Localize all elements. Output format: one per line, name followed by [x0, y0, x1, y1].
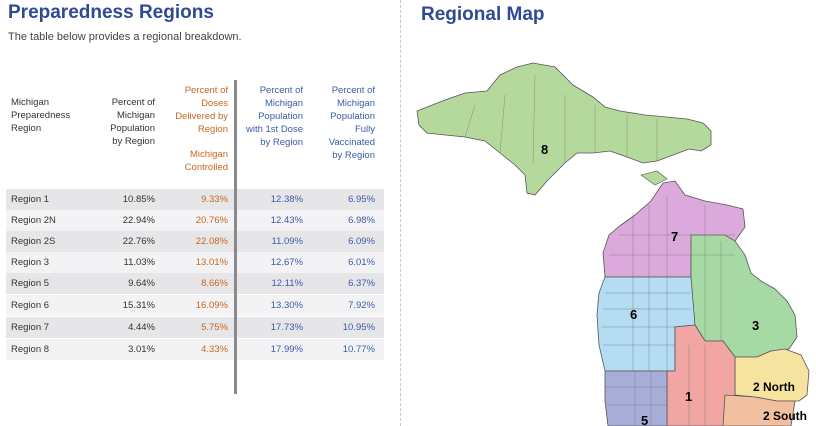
region-8-label: 8 [541, 142, 548, 157]
cell-fully-vaccinated: 10.77% [342, 344, 375, 355]
cell-pct-doses: 8.66% [201, 278, 228, 289]
region-7-label: 7 [671, 229, 678, 244]
header-fully-vaccinated: Percent of Michigan Population Fully Vac… [328, 85, 375, 161]
header-region: Michigan Preparedness Region [11, 97, 71, 134]
table-row: Region 5 9.64% 8.66% 12.11% 6.37% [6, 273, 384, 294]
island-shape [640, 170, 668, 186]
region-6-label: 6 [630, 307, 637, 322]
region-5-shape [604, 370, 668, 426]
cell-fully-vaccinated: 6.37% [348, 278, 375, 289]
region-1-label: 1 [685, 389, 692, 404]
region-2s-shape [722, 394, 796, 426]
cell-region: Region 7 [11, 322, 50, 333]
cell-pct-doses: 9.33% [201, 194, 228, 205]
region-8-shape [416, 62, 712, 196]
cell-first-dose: 12.11% [271, 278, 303, 289]
page-subtitle: The table below provides a regional brea… [8, 31, 242, 43]
region-1-shape [666, 324, 736, 426]
header-pct-doses: Percent of Doses Delivered by Region Mic… [175, 85, 228, 173]
cell-pct-doses: 4.33% [201, 344, 228, 355]
cell-pct-doses: 20.76% [195, 215, 228, 226]
map-title: Regional Map [421, 4, 545, 25]
cell-fully-vaccinated: 10.95% [342, 322, 375, 333]
cell-fully-vaccinated: 6.09% [348, 236, 375, 247]
cell-first-dose: 11.09% [271, 236, 303, 247]
region-5-label: 5 [641, 413, 648, 426]
cell-region: Region 2N [11, 215, 56, 226]
cell-first-dose: 12.43% [270, 215, 303, 226]
table-row: Region 8 3.01% 4.33% 17.99% 10.77% [6, 339, 384, 360]
cell-fully-vaccinated: 6.01% [348, 257, 375, 268]
cell-region: Region 5 [11, 278, 50, 289]
cell-region: Region 6 [11, 300, 50, 311]
table-row: Region 3 11.03% 13.01% 12.67% 6.01% [6, 252, 384, 273]
page-title: Preparedness Regions [8, 2, 214, 23]
cell-region: Region 1 [11, 194, 50, 205]
region-2n-label: 2 North [753, 380, 795, 394]
cell-first-dose: 17.99% [270, 344, 303, 355]
cell-pct-population: 4.44% [128, 322, 155, 333]
cell-region: Region 8 [11, 344, 50, 355]
cell-pct-population: 11.03% [123, 257, 155, 268]
region-2s-label: 2 South [763, 409, 807, 423]
cell-pct-doses: 22.08% [195, 236, 228, 247]
cell-pct-population: 22.94% [122, 215, 155, 226]
table-row: Region 6 15.31% 16.09% 13.30% 7.92% [6, 295, 384, 316]
cell-region: Region 3 [11, 257, 50, 268]
cell-pct-doses: 16.09% [195, 300, 228, 311]
header-pct-population: Percent of Michigan Population by Region [110, 97, 155, 147]
cell-pct-doses: 5.75% [201, 322, 228, 333]
cell-pct-population: 22.76% [122, 236, 155, 247]
cell-fully-vaccinated: 7.92% [348, 300, 375, 311]
cell-pct-doses: 13.01% [195, 257, 228, 268]
header-first-dose: Percent of Michigan Population with 1st … [245, 85, 303, 148]
cell-first-dose: 12.38% [270, 194, 303, 205]
cell-pct-population: 15.31% [122, 300, 155, 311]
cell-region: Region 2S [11, 236, 56, 247]
table-row: Region 2S 22.76% 22.08% 11.09% 6.09% [6, 231, 384, 252]
cell-fully-vaccinated: 6.95% [348, 194, 375, 205]
cell-pct-population: 9.64% [128, 278, 155, 289]
cell-first-dose: 17.73% [270, 322, 303, 333]
table-row: Region 2N 22.94% 20.76% 12.43% 6.98% [6, 210, 384, 231]
michigan-regional-map: 8 7 6 3 1 5 2 North 2 South [416, 62, 810, 426]
cell-fully-vaccinated: 6.98% [348, 215, 375, 226]
table-row: Region 1 10.85% 9.33% 12.38% 6.95% [6, 189, 384, 210]
cell-pct-population: 10.85% [122, 194, 155, 205]
cell-first-dose: 13.30% [270, 300, 303, 311]
table-row: Region 7 4.44% 5.75% 17.73% 10.95% [6, 317, 384, 338]
section-divider [400, 0, 401, 426]
region-3-label: 3 [752, 318, 759, 333]
county-lines [464, 74, 735, 426]
cell-first-dose: 12.67% [270, 257, 303, 268]
column-separator [234, 80, 237, 394]
cell-pct-population: 3.01% [128, 344, 155, 355]
